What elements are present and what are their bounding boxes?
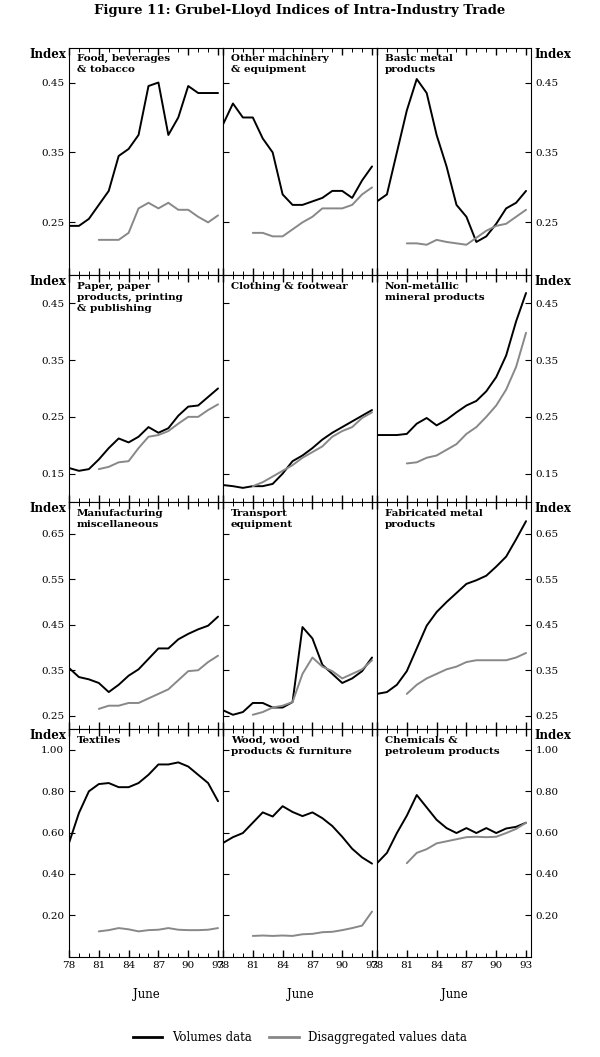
Text: June: June (133, 988, 160, 1001)
Text: Food, beverages
& tobacco: Food, beverages & tobacco (77, 54, 170, 74)
Text: Index: Index (29, 48, 66, 60)
Text: Basic metal
products: Basic metal products (385, 54, 452, 74)
Text: Fabricated metal
products: Fabricated metal products (385, 508, 482, 528)
Text: Index: Index (29, 729, 66, 742)
Text: June: June (440, 988, 467, 1001)
Text: Index: Index (29, 502, 66, 515)
Text: Manufacturing
miscellaneous: Manufacturing miscellaneous (77, 508, 163, 528)
Text: Non-metallic
mineral products: Non-metallic mineral products (385, 281, 484, 301)
Text: Index: Index (534, 502, 571, 515)
Text: Index: Index (29, 275, 66, 288)
Text: Index: Index (534, 275, 571, 288)
Text: Figure 11: Grubel-Lloyd Indices of Intra-Industry Trade: Figure 11: Grubel-Lloyd Indices of Intra… (94, 3, 506, 17)
Text: Textiles: Textiles (77, 736, 121, 745)
Text: Other machinery
& equipment: Other machinery & equipment (230, 54, 328, 74)
Text: June: June (287, 988, 313, 1001)
Text: Chemicals &
petroleum products: Chemicals & petroleum products (385, 736, 499, 756)
Text: Clothing & footwear: Clothing & footwear (230, 281, 347, 291)
Text: Index: Index (534, 48, 571, 60)
Text: Wood, wood
products & furniture: Wood, wood products & furniture (230, 736, 352, 756)
Text: Index: Index (534, 729, 571, 742)
Text: Transport
equipment: Transport equipment (230, 508, 293, 528)
Text: Paper, paper
products, printing
& publishing: Paper, paper products, printing & publis… (77, 281, 182, 313)
Legend: Volumes data, Disaggregated values data: Volumes data, Disaggregated values data (128, 1026, 472, 1049)
